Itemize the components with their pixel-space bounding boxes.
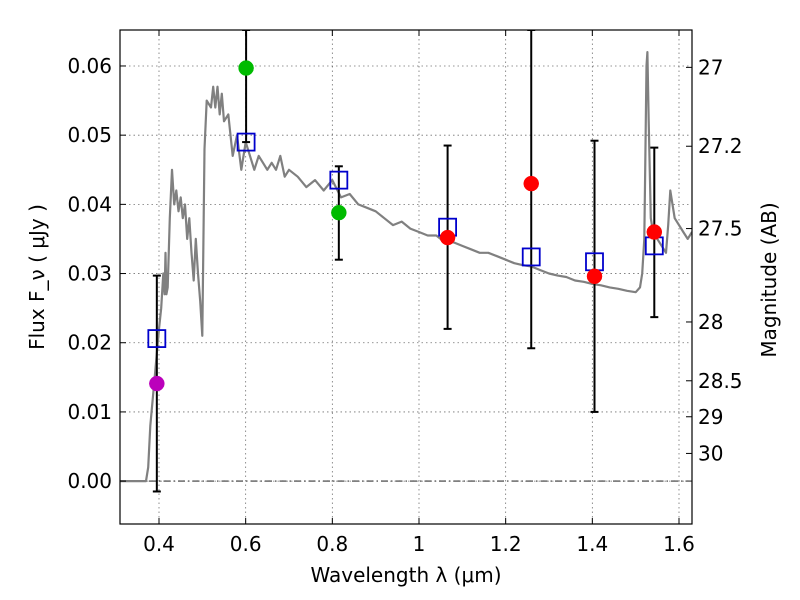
x-tick-label: 1 [413,532,426,556]
model-square [147,329,167,348]
observed-point [238,60,254,76]
observed-point [149,375,165,392]
x-tick-label: 0.8 [316,532,348,556]
model-square-group [147,132,664,348]
y2-tick-label: 27.5 [698,217,743,241]
y2-tick-label: 27.2 [698,134,743,158]
plot-frame [119,29,693,525]
observed-point [439,229,456,246]
observed-point-group [149,60,663,392]
y-tick-label: 0.05 [67,123,112,147]
y2-axis-label: Magnitude (AB) [757,202,781,357]
observed-point [586,268,603,285]
observed-point [646,224,663,240]
y-tick-label: 0.04 [67,192,112,216]
x-tick-label: 1.2 [490,532,522,556]
y-tick-label: 0.06 [67,54,112,78]
plot-content [120,30,692,493]
y2-tick-label: 28 [698,310,723,334]
y2-tick-label: 30 [698,441,723,465]
x-tick-label: 0.6 [230,532,262,556]
y-axis-label: Flux F_ν ( μJy ) [25,204,49,350]
y-tick-label: 0.03 [67,262,112,286]
model-square [521,247,541,267]
y-tick-label: 0.01 [67,400,112,424]
y-tick-label: 0.02 [67,331,112,355]
x-axis-ticks: 0.4 0.6 0.8 1 1.2 1.4 1.6 [143,30,695,556]
x-tick-label: 0.4 [143,532,175,556]
x-tick-label: 1.4 [576,532,608,556]
errorbar-group [152,30,659,493]
observed-point [523,175,539,192]
y2-axis-ticks: 27 27.2 27.5 28 28.5 29 30 [686,55,743,465]
y-axis-ticks: 0.00 0.01 0.02 0.03 0.04 0.05 0.06 [67,54,126,493]
model-square [236,132,256,152]
x-tick-label: 1.6 [663,532,695,556]
spectrum-line [120,50,692,483]
y-tick-label: 0.00 [67,469,112,493]
x-axis-label: Wavelength λ (μm) [310,563,501,587]
spectrum-group [120,50,692,483]
model-square [329,170,349,190]
observed-point [331,204,347,221]
y2-tick-label: 27 [698,55,723,79]
y2-tick-label: 29 [698,405,723,429]
y2-tick-label: 28.5 [698,369,743,393]
grid-lines [120,30,692,524]
